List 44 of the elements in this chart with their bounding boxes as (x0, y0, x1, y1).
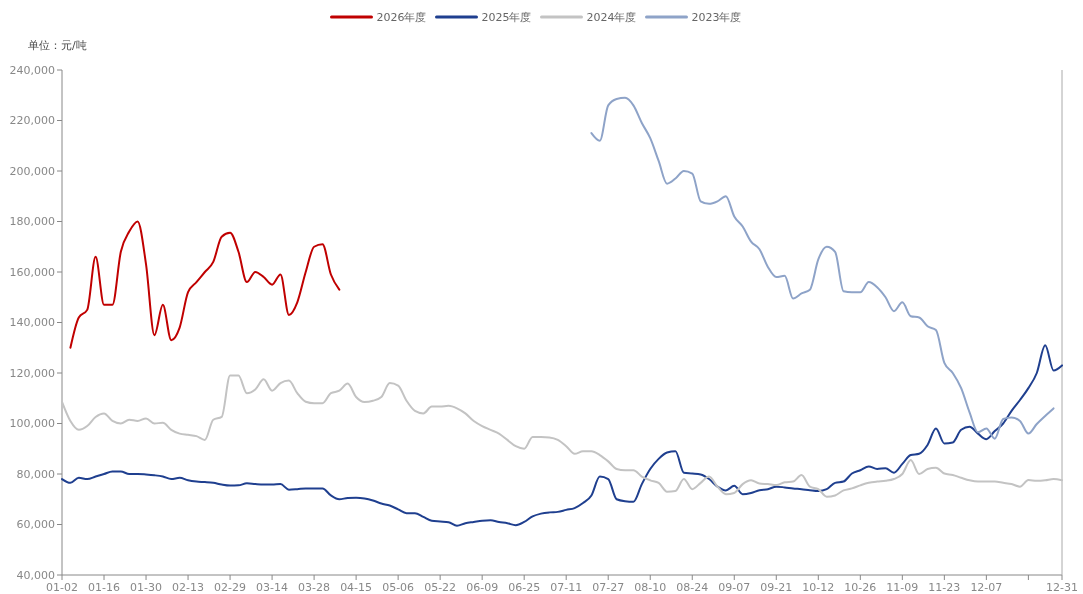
x-tick-label: 11-09 (886, 581, 919, 594)
y-tick-label: 180,000 (9, 215, 55, 229)
x-tick-label: 06-25 (508, 581, 541, 594)
legend-label: 2026年度 (376, 10, 427, 24)
line-series (61, 374, 1063, 498)
x-tick-label: 10-26 (844, 581, 877, 594)
x-tick-label: 01-30 (130, 581, 163, 594)
x-tick-label: 08-10 (634, 581, 667, 594)
x-tick-label: 07-27 (592, 581, 625, 594)
y-tick-label: 140,000 (9, 316, 55, 330)
x-tick-label: 10-12 (802, 581, 835, 594)
y-tick-label: 40,000 (16, 568, 55, 582)
x-tick-label: 07-11 (550, 581, 583, 594)
y-tick-label: 80,000 (16, 467, 55, 481)
x-tick-label: 03-28 (298, 581, 331, 594)
x-tick-label: 08-24 (676, 581, 709, 594)
text: 单位：元/吨 (28, 39, 87, 52)
y-tick-label: 100,000 (9, 417, 55, 431)
legend-label: 2024年度 (586, 10, 637, 24)
x-tick-label: 02-13 (172, 581, 205, 594)
x-tick-label: 06-09 (466, 581, 499, 594)
y-tick-label: 200,000 (9, 164, 55, 178)
x-tick-label: 12-31 (1046, 581, 1078, 594)
line-series (590, 96, 1055, 440)
x-tick-label: 01-16 (88, 581, 120, 594)
legend-label: 2023年度 (691, 10, 742, 24)
x-tick-label: 11-23 (928, 581, 961, 594)
x-tick-label: 05-22 (424, 581, 457, 594)
line-series (61, 344, 1063, 527)
x-tick-label: 03-14 (256, 581, 289, 594)
y-tick-label: 220,000 (9, 114, 55, 128)
x-tick-label: 12-07 (970, 581, 1003, 594)
line-series (69, 220, 341, 349)
legend-label: 2025年度 (481, 10, 532, 24)
y-tick-label: 240,000 (9, 63, 55, 77)
x-tick-label: 05-06 (382, 581, 415, 594)
x-tick-label: 04-15 (340, 581, 373, 594)
y-tick-label: 160,000 (9, 265, 55, 279)
x-tick-label: 09-07 (718, 581, 751, 594)
y-tick-label: 60,000 (16, 518, 55, 532)
x-tick-label: 02-29 (214, 581, 247, 594)
y-tick-label: 120,000 (9, 366, 55, 380)
x-tick-label: 09-21 (760, 581, 793, 594)
x-tick-label: 01-02 (46, 581, 78, 594)
